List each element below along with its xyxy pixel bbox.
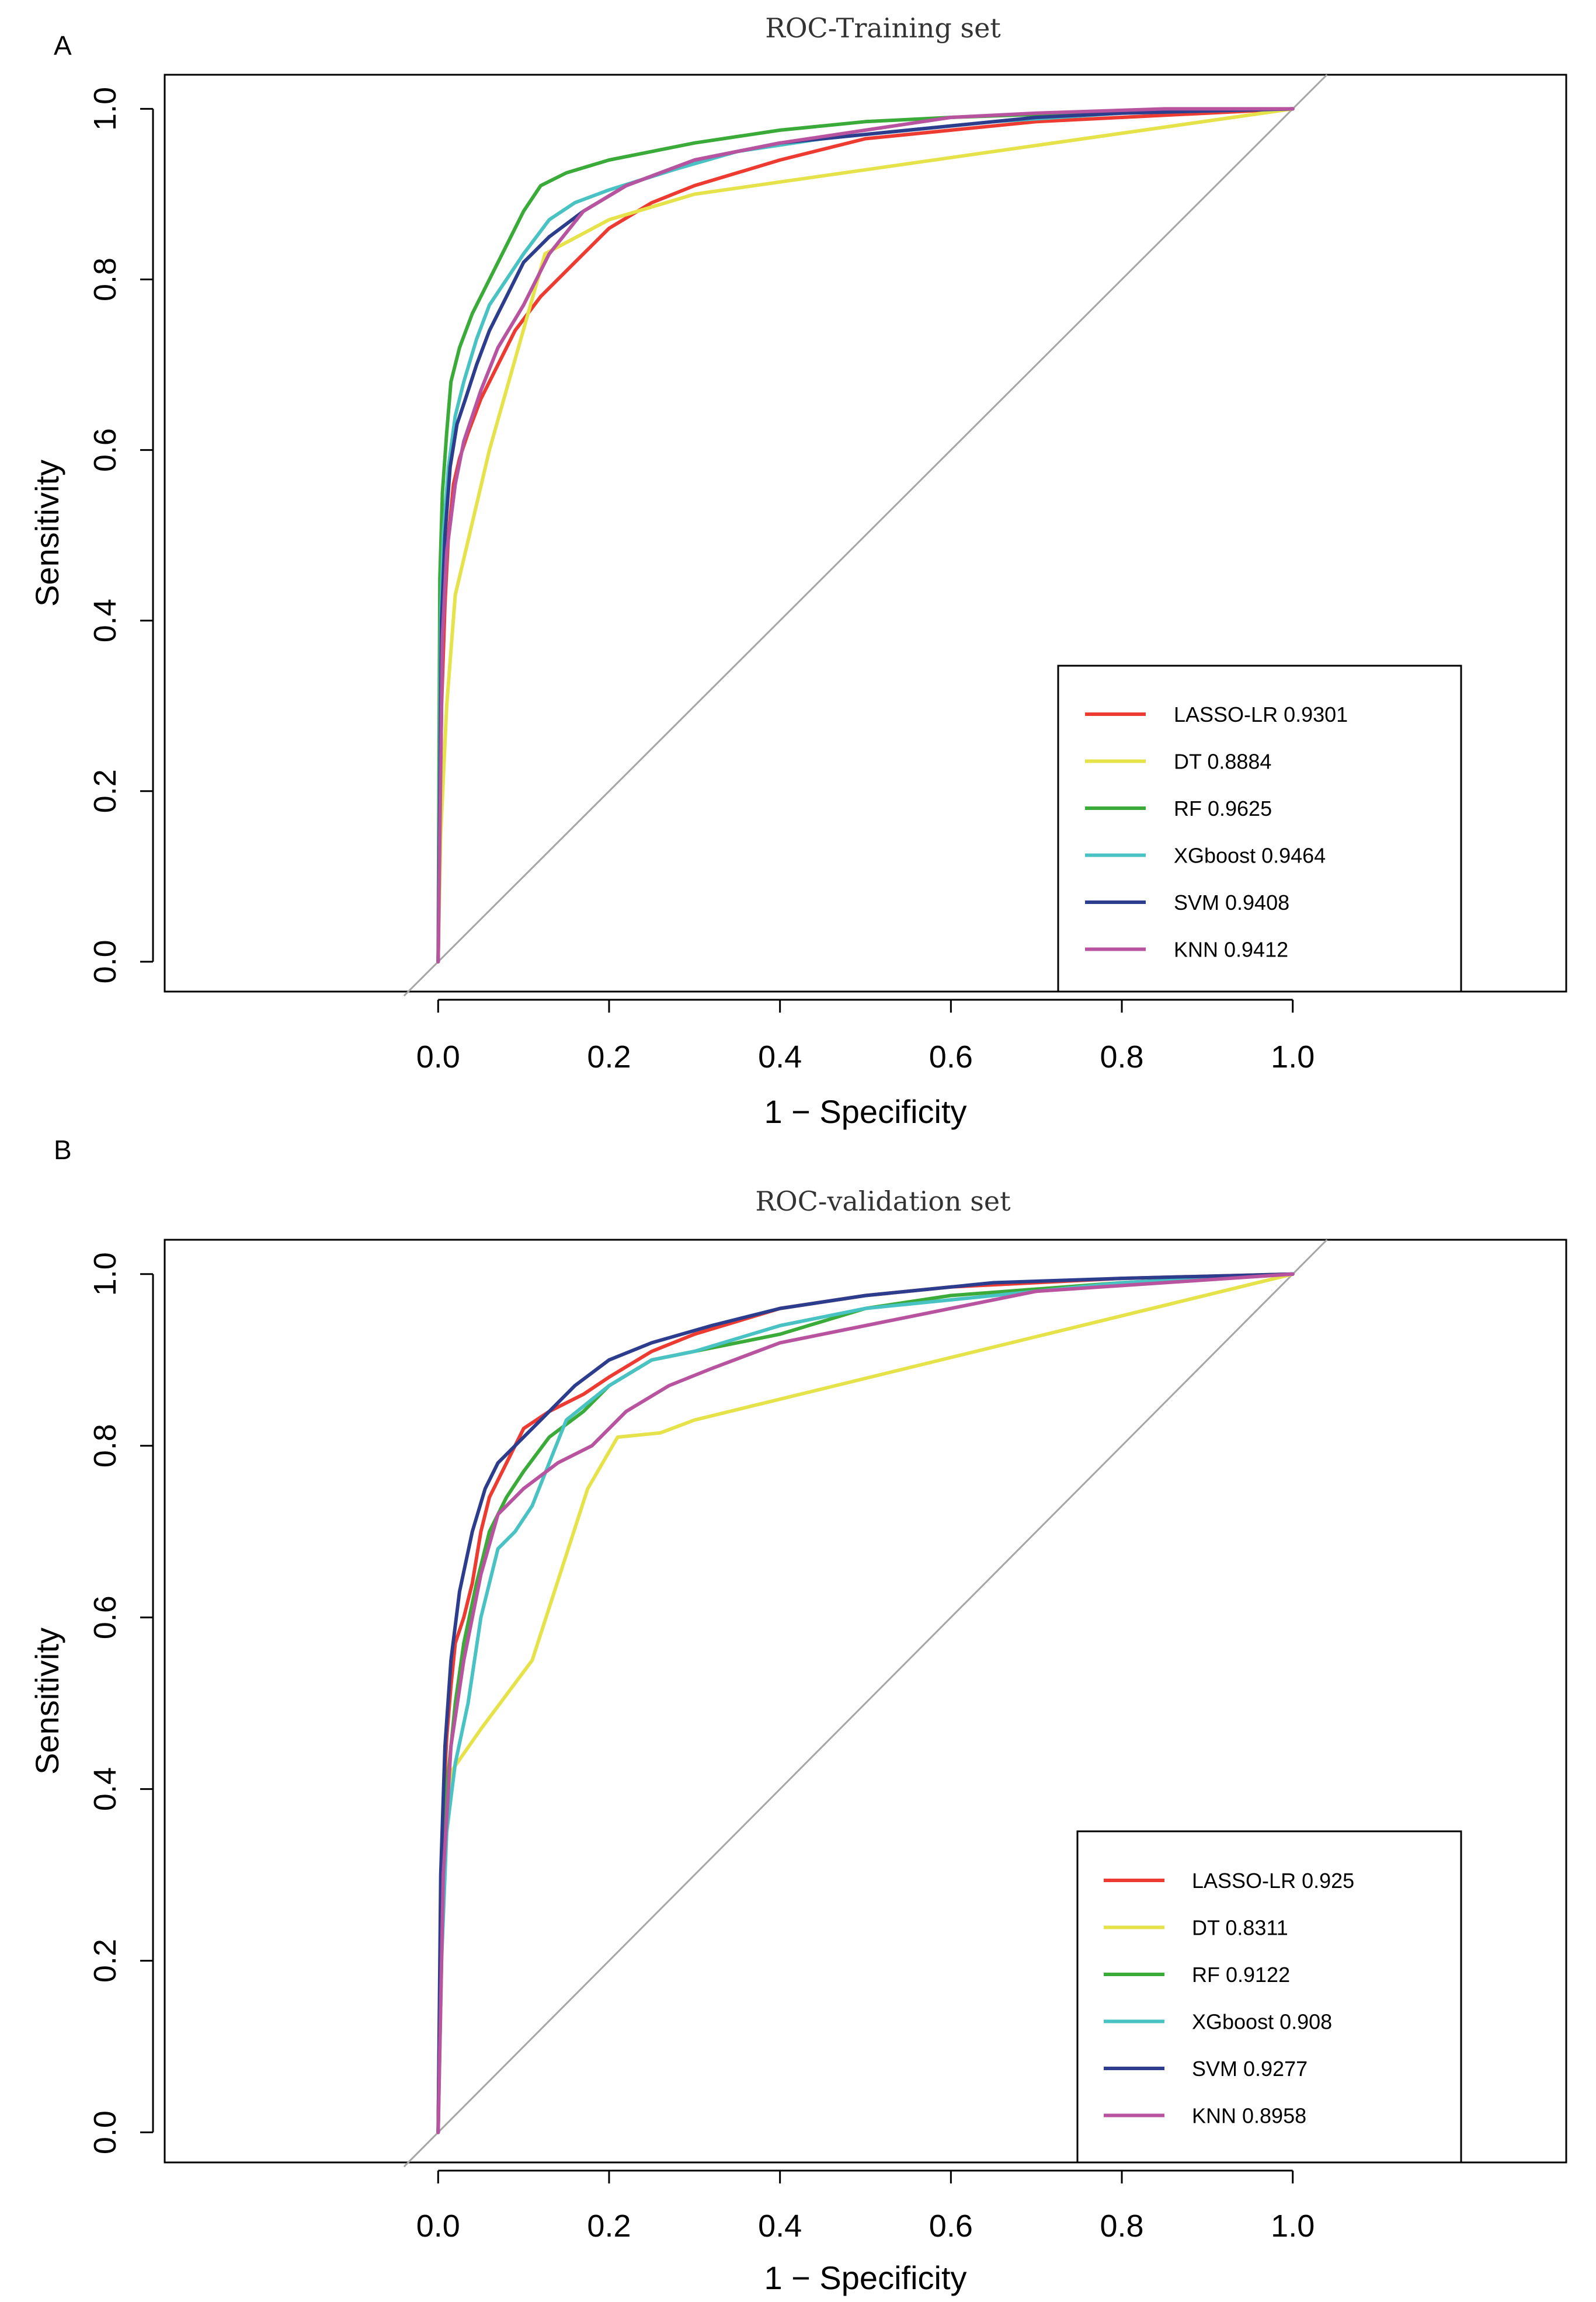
reference-diagonal [403, 74, 1328, 997]
legend-label: RF 0.9625 [1174, 797, 1272, 820]
panel-a-training: A ROC-Training set 0.0 0.2 0.4 0.6 0.8 1.0 0.… [29, 12, 1567, 1130]
legend-label: KNN 0.8958 [1192, 2104, 1306, 2128]
y-tick-label: 1.0 [88, 87, 123, 131]
roc-curve-svm [436, 107, 1295, 964]
y-tick-label: 0.4 [88, 1767, 123, 1811]
y-tick-label: 0.6 [88, 428, 123, 472]
legend: LASSO-LR 0.9301 DT 0.8884 RF 0.9625 XGboost… [1057, 665, 1462, 993]
legend-label: DT 0.8884 [1174, 750, 1271, 774]
legend: LASSO-LR 0.925 DT 0.8311 RF 0.9122 XGboost … [1076, 1830, 1462, 2164]
legend-label: SVM 0.9408 [1174, 891, 1289, 914]
roc-curve-dt [436, 107, 1295, 964]
legend-box [1057, 665, 1462, 993]
x-axis: 0.0 0.2 0.4 0.6 0.8 1.0 [416, 999, 1315, 1075]
x-axis: 0.0 0.2 0.4 0.6 0.8 1.0 [416, 2169, 1315, 2244]
chart-title: ROC-validation set [755, 1185, 1011, 1217]
y-axis: 0.0 0.2 0.4 0.6 0.8 1.0 [88, 87, 154, 983]
x-tick-label: 0.8 [1100, 1039, 1143, 1075]
x-tick-label: 0.6 [929, 1039, 973, 1075]
plot-frame [164, 1239, 1567, 2164]
legend-label: XGboost 0.908 [1192, 2010, 1332, 2034]
roc-curve-xgboost [436, 1272, 1295, 2134]
legend-label: RF 0.9122 [1192, 1963, 1290, 1987]
roc-curves [436, 1272, 1295, 2134]
roc-curve-rf [436, 107, 1295, 964]
x-tick-label: 0.8 [1100, 2209, 1143, 2244]
y-tick-label: 0.6 [88, 1595, 123, 1639]
x-axis-title: 1 − Specificity [764, 1093, 966, 1130]
y-tick-label: 0.2 [88, 769, 123, 813]
x-tick-label: 0.0 [416, 1039, 460, 1075]
y-tick-label: 0.0 [88, 940, 123, 983]
reference-diagonal [403, 1239, 1328, 2168]
legend-label: DT 0.8311 [1192, 1916, 1288, 1940]
x-tick-label: 0.2 [587, 2209, 631, 2244]
x-tick-label: 0.2 [587, 1039, 631, 1075]
y-tick-label: 0.8 [88, 258, 123, 301]
x-tick-label: 0.4 [758, 2209, 802, 2244]
roc-curve-knn [436, 1272, 1295, 2134]
x-axis-title: 1 − Specificity [764, 2259, 966, 2296]
reference-diagonal-group [403, 74, 1328, 997]
panel-letter-a: A [54, 30, 72, 61]
roc-curves [436, 107, 1295, 964]
y-tick-label: 0.0 [88, 2110, 123, 2154]
panel-b-validation: B ROC-validation set 0.0 0.2 0.4 0.6 0.8 1.0 … [29, 1135, 1567, 2296]
legend-box [1076, 1830, 1462, 2164]
y-axis: 0.0 0.2 0.4 0.6 0.8 1.0 [88, 1252, 154, 2154]
x-tick-label: 1.0 [1271, 2209, 1315, 2244]
chart-title: ROC-Training set [765, 12, 1001, 44]
x-tick-label: 0.0 [416, 2209, 460, 2244]
x-tick-label: 1.0 [1271, 1039, 1315, 1075]
roc-curve-svm [436, 1272, 1295, 2134]
legend-label: KNN 0.9412 [1174, 938, 1288, 962]
roc-curve-knn [436, 107, 1295, 964]
y-tick-label: 0.4 [88, 599, 123, 642]
legend-label: SVM 0.9277 [1192, 2057, 1308, 2081]
legend-label: LASSO-LR 0.9301 [1174, 703, 1348, 726]
x-tick-label: 0.4 [758, 1039, 802, 1075]
legend-label: LASSO-LR 0.925 [1192, 1869, 1354, 1893]
y-tick-label: 0.2 [88, 1939, 123, 1983]
y-tick-label: 0.8 [88, 1424, 123, 1468]
y-axis-title: Sensitivity [29, 460, 65, 607]
x-tick-label: 0.6 [929, 2209, 973, 2244]
reference-diagonal-group [403, 1239, 1328, 2168]
y-axis-title: Sensitivity [29, 1628, 65, 1775]
y-tick-label: 1.0 [88, 1252, 123, 1296]
plot-frame [164, 74, 1567, 993]
panel-letter-b: B [54, 1135, 72, 1165]
legend-label: XGboost 0.9464 [1174, 844, 1326, 868]
